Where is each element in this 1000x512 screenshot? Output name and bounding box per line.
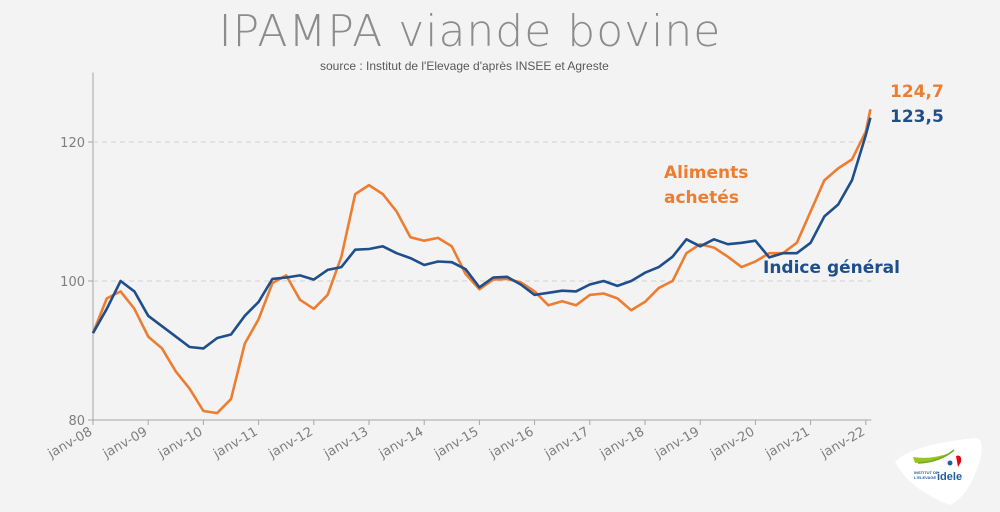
- x-tick-label: janv-18: [597, 424, 647, 462]
- x-tick-label: janv-21: [762, 424, 812, 462]
- x-tick-label: janv-19: [652, 424, 702, 462]
- x-tick-label: janv-13: [321, 424, 371, 462]
- x-tick-label: janv-16: [486, 424, 536, 462]
- x-tick-label: janv-14: [376, 424, 426, 462]
- x-tick-label: janv-08: [45, 424, 95, 462]
- svg-text:L'ELEVAGE: L'ELEVAGE: [914, 475, 937, 480]
- x-tick-label: janv-17: [542, 424, 592, 462]
- x-tick-label: janv-15: [431, 424, 481, 462]
- x-tick-label: janv-22: [818, 424, 868, 462]
- series-line-indice: [91, 117, 872, 350]
- chart-title: IPAMPA viande bovine: [218, 6, 722, 57]
- x-tick-label: janv-20: [707, 424, 757, 462]
- series-line-aliments: [91, 109, 872, 415]
- svg-text:INSTITUT DE: INSTITUT DE: [914, 470, 939, 475]
- y-tick-label: 100: [60, 275, 85, 290]
- series-label-aliments-line2: achetés: [664, 188, 739, 208]
- svg-text:idele: idele: [937, 471, 962, 483]
- x-tick-label: janv-12: [266, 424, 316, 462]
- x-tick-label: janv-11: [210, 424, 260, 462]
- series-label-indice: Indice général: [763, 258, 900, 278]
- last-value-aliments: 124,7: [890, 82, 944, 102]
- series-label-aliments-line1: Aliments: [664, 163, 748, 183]
- idele-logo: INSTITUT DE L'ELEVAGE idele: [895, 438, 982, 505]
- last-value-indice: 123,5: [890, 107, 944, 127]
- x-tick-label: janv-10: [155, 424, 205, 462]
- y-tick-label: 80: [68, 414, 85, 429]
- chart-subtitle: source : Institut de l'Elevage d'après I…: [320, 59, 609, 73]
- x-tick-label: janv-09: [100, 424, 150, 462]
- y-tick-label: 120: [60, 136, 85, 151]
